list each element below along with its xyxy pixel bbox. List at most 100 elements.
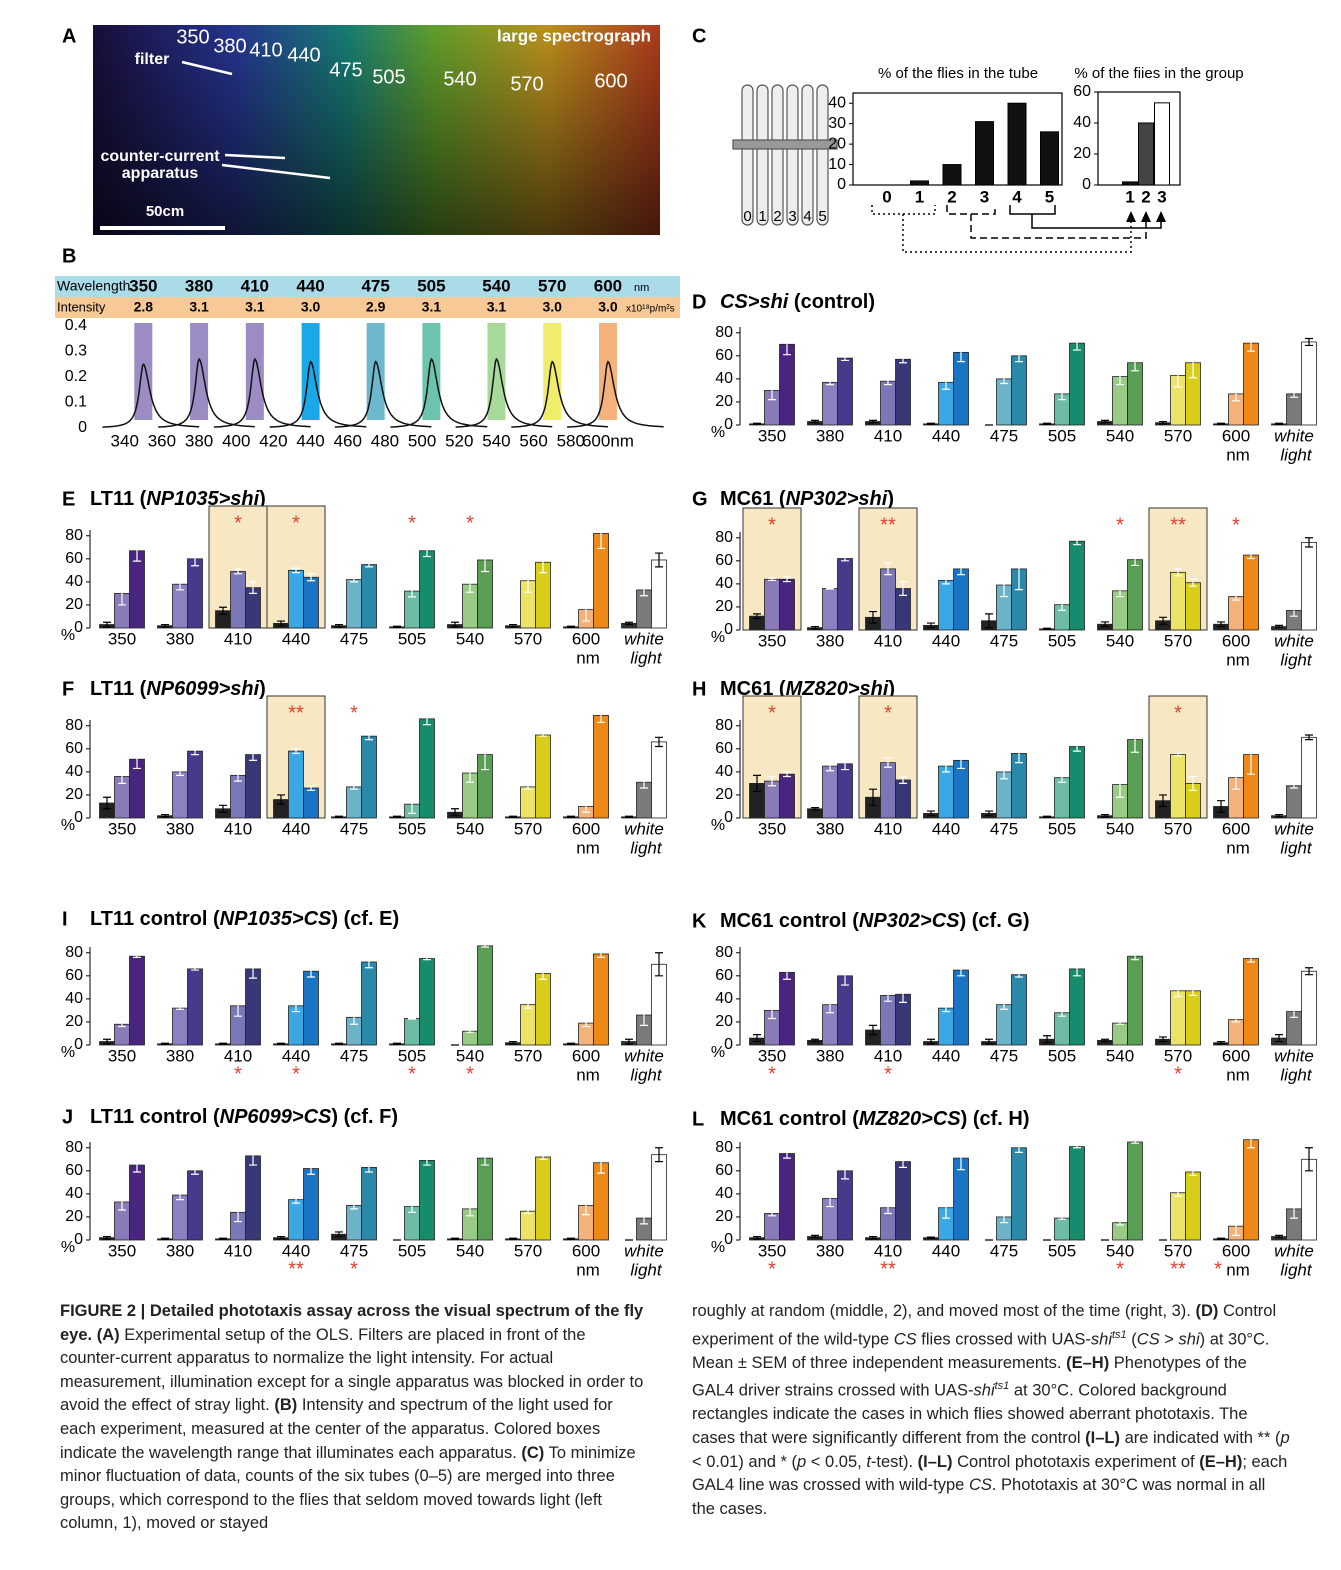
title-run: LT11 ( [90,488,147,510]
tube [772,85,783,225]
x-tick-label: 350 [108,629,136,648]
bar [1186,1172,1201,1240]
caption-text: (A) [97,1326,120,1344]
x-tick-label: 540 [1106,819,1134,838]
caption-text: -test). [871,1453,918,1471]
bar [536,1157,551,1240]
panel-title: LT11 control (NP1035>CS) (cf. E) [90,908,399,930]
x-tick-sublabel: nm [1226,445,1250,464]
significance-mark: * [884,702,892,724]
y-tick-label: 40 [715,1185,733,1202]
y-tick-label: 40 [65,573,83,590]
bar [838,559,853,630]
bar [231,775,246,818]
caption-text: flies crossed with UAS- [917,1330,1091,1348]
panel-letter: G [692,488,708,510]
y-tick-label: 80 [715,324,733,341]
table-value: 475 [361,276,389,295]
bar [954,970,969,1045]
y-tick-label: 0 [724,1036,733,1053]
bar [896,1162,911,1240]
x-tick-label: 440 [296,431,324,450]
panel-letter: I [62,908,68,930]
x-tick-label: 440 [932,1241,960,1260]
bar [188,559,203,628]
panel-letter: D [692,291,706,313]
x-tick-label: 410 [224,819,252,838]
bar [652,560,667,628]
bar [536,735,551,818]
bar [838,764,853,818]
significance-mark: * [768,702,776,724]
x-tick-sublabel: light [1280,445,1312,464]
error-bar [219,1238,227,1239]
x-tick-label: 380 [166,629,194,648]
x-tick-label: 5 [1045,187,1054,206]
y-tick-label: 60 [715,347,733,364]
title-run: ) (cf. H) [961,1108,1030,1130]
scale-label: 50cm [146,203,184,220]
bar [1244,555,1259,630]
bar [881,763,896,818]
x-tick-label: 400 [222,431,250,450]
x-tick-label: 500 [408,431,436,450]
panel-title: CS>shi (control) [720,291,875,313]
significance-mark: * [408,512,416,534]
y-tick-label: 80 [65,717,83,734]
y-tick-label: 20 [715,786,733,803]
photo-label: 600 [594,70,627,92]
x-tick-label: 350 [108,1046,136,1065]
bar [881,381,896,425]
y-tick-label: 0.4 [65,317,87,334]
table-value: 2.9 [366,299,386,315]
y-tick-label: 60 [715,967,733,984]
caption-text: ts1 [995,1380,1010,1392]
table-value: 2.8 [134,299,154,315]
bar [188,969,203,1045]
bar [115,1024,130,1045]
caption-text: (B) [274,1396,297,1414]
x-tick-label: 460 [334,431,362,450]
caption-text: < 0.05, [806,1453,866,1471]
tube-label: 0 [743,208,751,225]
x-tick-label: 505 [1048,631,1076,650]
panel-title: MC61 control (MZ820>CS) (cf. H) [720,1108,1030,1130]
panel-title: LT11 (NP6099>shi) [90,678,266,700]
significance-mark: * [768,514,776,536]
significance-mark: ** [1170,514,1186,536]
title-run: LT11 ( [90,678,147,700]
caption-text: < 0.01) and * ( [692,1453,797,1471]
x-tick-label: white [624,1046,664,1065]
significance-mark: * [466,1063,474,1085]
y-tick-label: 0 [724,621,733,638]
panel-letter: A [62,25,76,47]
y-tick-label: 0 [74,619,83,636]
x-tick-label: 440 [282,819,310,838]
error-bar [1217,423,1225,424]
x-tick-label: 410 [224,629,252,648]
y-tick-label: 60 [715,1162,733,1179]
rack [733,140,837,149]
y-axis-label: % [711,629,725,646]
bar [1070,343,1085,425]
x-tick-label: 505 [398,1241,426,1260]
x-tick-label: 3 [1157,187,1166,206]
page: A 350 380 410 440 475 505 540 570 600 la… [0,0,1341,1570]
table-value: 3.0 [301,299,321,315]
x-tick-label: 380 [166,1046,194,1065]
bar [780,344,795,425]
caption-text: (D) [1195,1302,1218,1320]
error-bar [161,1043,169,1044]
bar [838,358,853,425]
significance-mark: * [1214,1258,1222,1280]
x-tick-sublabel: light [630,1260,662,1279]
error-bar [567,626,575,627]
bar [478,946,493,1045]
caption-text: > [1160,1330,1179,1348]
x-tick-label: 475 [340,629,368,648]
significance-mark: * [1116,1258,1124,1280]
caption-text: CS [1137,1330,1160,1348]
panel-a: A 350 380 410 440 475 505 540 570 600 la… [62,25,660,235]
caption-text: Control phototaxis experiment of [953,1453,1200,1471]
y-tick-label: 20 [715,1208,733,1225]
